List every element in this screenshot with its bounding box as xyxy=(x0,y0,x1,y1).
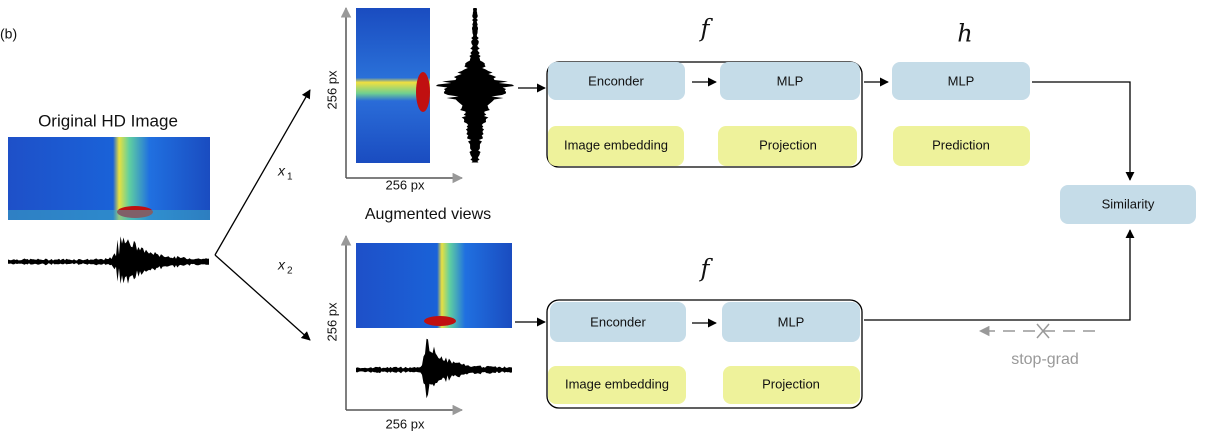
axis-label: 256 px xyxy=(385,177,425,192)
block xyxy=(1060,185,1196,224)
stop-grad-cross xyxy=(1036,323,1050,339)
output-box xyxy=(548,366,686,404)
axis-label: 256 px xyxy=(385,416,425,431)
stop-grad-label: stop-grad xyxy=(1011,351,1079,368)
axis-label: 256 px xyxy=(324,302,339,342)
edge-label: x xyxy=(277,257,286,273)
symbol: f xyxy=(699,15,714,43)
edge-label-sub: 2 xyxy=(287,266,293,277)
waveform xyxy=(435,8,515,163)
output-label: Prediction xyxy=(932,137,990,152)
energy-blob xyxy=(416,72,430,112)
energy-blob xyxy=(424,316,456,326)
output-label: Image embedding xyxy=(565,376,669,391)
arrow xyxy=(1032,81,1135,181)
spectrogram-band xyxy=(8,210,210,220)
output-box xyxy=(548,126,684,166)
waveform xyxy=(8,236,209,284)
block xyxy=(722,302,860,342)
block-label: MLP xyxy=(777,73,804,88)
edge-label-sub: 1 xyxy=(287,172,293,183)
spectrogram xyxy=(356,243,512,328)
arrow xyxy=(214,254,311,341)
block-label: MLP xyxy=(948,73,975,88)
spectrogram xyxy=(8,137,210,220)
block-label: MLP xyxy=(778,314,805,329)
group-box xyxy=(546,299,863,409)
symbol: h xyxy=(957,20,972,48)
block xyxy=(548,62,685,100)
arrow xyxy=(864,229,1135,321)
arrow xyxy=(214,89,311,256)
output-label: Projection xyxy=(759,137,817,152)
waveform xyxy=(356,338,512,399)
output-box xyxy=(723,366,860,404)
original-title: Original HD Image xyxy=(38,111,178,130)
block xyxy=(892,62,1030,100)
group-box xyxy=(546,61,863,168)
block-label: Enconder xyxy=(588,73,644,88)
output-label: Image embedding xyxy=(564,137,668,152)
output-box xyxy=(893,126,1030,166)
block xyxy=(550,302,686,342)
block xyxy=(720,62,860,100)
output-box xyxy=(718,126,857,166)
panel-label: (b) xyxy=(0,26,17,42)
caption: Augmented views xyxy=(365,206,491,223)
symbol: f xyxy=(699,255,714,283)
output-label: Projection xyxy=(762,376,820,391)
block-label: Enconder xyxy=(590,314,646,329)
axis-label: 256 px xyxy=(324,70,339,110)
edge-label: x xyxy=(277,163,286,179)
similarity-label: Similarity xyxy=(1102,196,1155,211)
